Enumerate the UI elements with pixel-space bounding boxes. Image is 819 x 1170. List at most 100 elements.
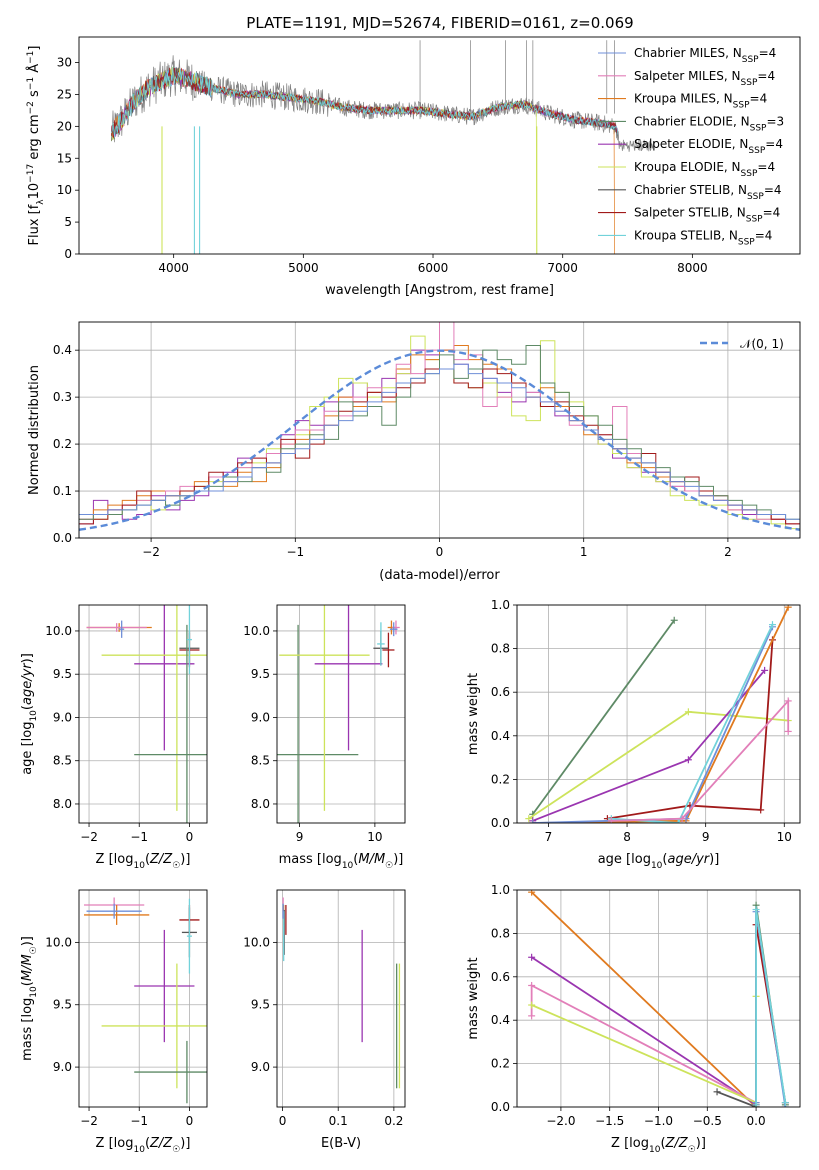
errorbar <box>101 963 207 1089</box>
x-tick-label: 10 <box>367 830 382 844</box>
y-axis-label: age [log10(age/yr)] <box>20 653 39 775</box>
model-spectrum-line <box>111 68 619 137</box>
errorbar <box>382 632 395 668</box>
weight-line <box>611 698 790 822</box>
legend: 𝒩(0, 1) <box>700 337 784 351</box>
errorbar <box>279 605 370 811</box>
x-tick-label: −1.5 <box>595 1114 624 1128</box>
weight-line <box>611 624 774 823</box>
y-tick-label: 0.2 <box>491 1057 510 1071</box>
x-tick-label: −1 <box>130 830 148 844</box>
x-tick-label: 9 <box>702 830 710 844</box>
x-axis-label: Z [log10(Z/Z☉)] <box>96 1136 191 1155</box>
weight-line <box>532 669 766 822</box>
plot-area <box>84 897 207 1104</box>
x-tick-label: 0 <box>186 830 194 844</box>
x-tick-label: 0 <box>279 1114 287 1128</box>
legend-label: Chabrier ELODIE, NSSP=3 <box>634 114 784 133</box>
y-tick-label: 0.0 <box>491 816 510 830</box>
legend-label: Kroupa MILES, NSSP=4 <box>634 92 767 111</box>
errorbar <box>86 623 147 632</box>
legend-label: Salpeter ELODIE, NSSP=4 <box>634 137 783 156</box>
plot-area <box>79 322 800 538</box>
panel-weight_vs_Z: −2.0 −1.5 −1.0 −0.5 0.0 0.0 0.2 0.4 0.6 0.8 1.0 Z [… <box>466 883 801 1155</box>
weight-line <box>530 983 757 1104</box>
y-tick-label: 10.0 <box>243 935 270 949</box>
panel-spectrum: 4000 5000 6000 7000 8000 0 5 10 15 20 25 30 waveleng… <box>26 36 801 298</box>
weight-line <box>531 619 675 815</box>
y-tick-label: 9.0 <box>251 710 270 724</box>
x-tick-label: 6000 <box>418 261 449 275</box>
y-tick-label: 0.4 <box>491 1013 510 1027</box>
y-tick-label: 0.0 <box>53 531 72 545</box>
x-axis-label: Z [log10(Z/Z☉)] <box>96 852 191 871</box>
weight-line <box>755 909 787 1105</box>
figure-title: PLATE=1191, MJD=52674, FIBERID=0161, z=0… <box>246 14 633 32</box>
plot-area <box>277 605 400 823</box>
legend-label: Salpeter STELIB, NSSP=4 <box>634 206 780 225</box>
y-tick-label: 15 <box>57 151 72 165</box>
y-tick-label: 8.0 <box>251 797 270 811</box>
y-tick-label: 0.3 <box>53 390 72 404</box>
x-tick-label: 0.1 <box>329 1114 348 1128</box>
weight-line <box>532 626 774 823</box>
y-tick-label: 10.0 <box>45 624 72 638</box>
x-tick-label: 2 <box>724 545 732 559</box>
legend-label: Chabrier STELIB, NSSP=4 <box>634 183 782 202</box>
errorbar <box>134 929 195 1043</box>
x-tick-label: −1.0 <box>644 1114 673 1128</box>
y-axis-label: mass weight <box>466 957 481 1039</box>
panel-residuals: −2 −1 0 1 2 0.0 0.1 0.2 0.3 0.4 (data-model)/error… <box>27 321 801 583</box>
axes-frame <box>516 604 801 824</box>
y-axis-label: Flux [fλ10−17 erg cm−2 s−1 Å−1] <box>26 46 46 246</box>
errorbar <box>119 620 125 638</box>
errorbar <box>277 624 359 823</box>
axes-frame <box>516 889 801 1108</box>
panel-age_vs_mass: 9 10 8.0 8.5 9.0 9.5 10.0 mass [log10(M/M☉)] <box>243 604 406 871</box>
axes-frame <box>276 604 406 824</box>
y-tick-label: 8.0 <box>53 797 72 811</box>
model-spectrum-line <box>111 67 615 254</box>
axes-frame <box>276 889 406 1108</box>
y-tick-label: 0.4 <box>491 729 510 743</box>
y-tick-label: 0.6 <box>491 970 510 984</box>
plot-area <box>282 897 401 1089</box>
x-axis-label: (data-model)/error <box>379 568 500 583</box>
gaussian-curve <box>79 349 800 531</box>
x-axis-label: age [log10(age/yr)] <box>598 852 720 871</box>
y-tick-label: 9.5 <box>251 998 270 1012</box>
y-axis-label: mass weight <box>466 673 481 755</box>
x-tick-label: 8000 <box>677 261 708 275</box>
y-tick-label: 9.0 <box>53 710 72 724</box>
x-axis-label: Z [log10(Z/Z☉)] <box>611 1136 706 1155</box>
errorbar <box>86 903 142 919</box>
y-tick-label: 0.8 <box>491 926 510 940</box>
x-tick-label: −1 <box>130 1114 148 1128</box>
x-axis-label: E(B-V) <box>321 1136 361 1151</box>
weight-line <box>531 996 757 1105</box>
errorbar <box>314 605 383 751</box>
x-tick-label: 10 <box>777 830 792 844</box>
y-tick-label: 10.0 <box>243 624 270 638</box>
weight-line <box>607 639 774 820</box>
x-axis-label: mass [log10(M/M☉)] <box>279 852 404 871</box>
x-tick-label: −2.0 <box>546 1114 575 1128</box>
axes-frame <box>78 604 208 824</box>
y-tick-label: 9.5 <box>53 998 72 1012</box>
x-tick-label: 0 <box>436 545 444 559</box>
y-tick-label: 0.1 <box>53 484 72 498</box>
y-tick-label: 1.0 <box>491 598 510 612</box>
y-tick-label: 0 <box>64 247 72 261</box>
axes-frame <box>78 889 208 1108</box>
legend-label: Salpeter MILES, NSSP=4 <box>634 69 775 88</box>
errorbar <box>389 622 398 637</box>
model-spectrum-line <box>111 67 618 139</box>
model-spectrum-line <box>111 67 619 138</box>
x-tick-label: 1 <box>580 545 588 559</box>
histogram-step <box>79 363 800 538</box>
errorbar <box>186 898 192 974</box>
axes-frame <box>78 321 801 539</box>
plot-area <box>86 605 207 823</box>
y-axis-label: Normed distribution <box>27 365 42 495</box>
